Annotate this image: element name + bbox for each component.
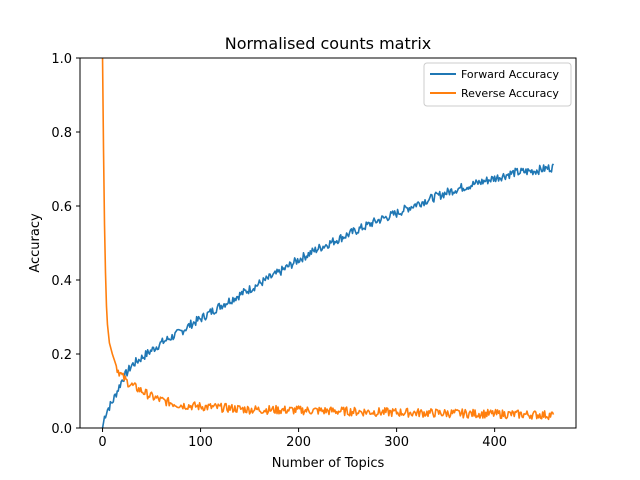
plot-background [80, 58, 576, 428]
y-axis-ticks: 0.0 0.2 0.4 0.6 0.8 1.0 [51, 52, 80, 437]
y-tick-label: 0.0 [51, 422, 72, 437]
series-line-reverse [101, 58, 555, 421]
legend-box [423, 62, 572, 107]
chart-title: Normalised counts matrix [225, 34, 431, 53]
x-tick-label: 300 [384, 435, 409, 450]
y-tick-label: 0.2 [51, 348, 72, 363]
y-tick-label: 0.6 [51, 200, 72, 215]
y-tick-label: 0.4 [51, 274, 72, 289]
x-axis-ticks: 0 100 200 300 400 [98, 428, 507, 450]
series-line-forward [101, 163, 555, 428]
plot-area [79, 57, 577, 429]
y-tick-label: 0.8 [51, 126, 72, 141]
legend-label-reverse: Reverse Accuracy [461, 87, 559, 100]
series-layer [101, 58, 555, 428]
x-tick-label: 0 [98, 435, 106, 450]
plot-frame [79, 57, 577, 429]
x-tick-label: 200 [286, 435, 311, 450]
x-tick-label: 100 [188, 435, 213, 450]
x-axis-label: Number of Topics [272, 456, 385, 471]
y-axis-label: Accuracy [28, 213, 43, 273]
legend-label-forward: Forward Accuracy [461, 68, 559, 81]
x-tick-label: 400 [482, 435, 507, 450]
legend: Forward Accuracy Reverse Accuracy [423, 62, 572, 107]
y-tick-label: 1.0 [51, 52, 72, 67]
